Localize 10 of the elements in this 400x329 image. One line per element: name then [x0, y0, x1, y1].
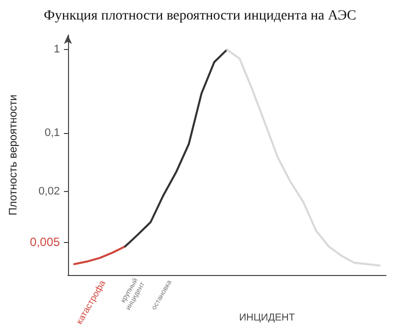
- line-series: [124, 48, 228, 248]
- y-tick-label: 0,1: [44, 127, 60, 140]
- line-series: [73, 245, 126, 266]
- line-series: [226, 48, 381, 266]
- chart-title: Функция плотности вероятности инцидента на АЭС: [44, 8, 356, 24]
- y-tick-label: 0,005: [30, 234, 60, 249]
- y-tick-label: 1: [54, 44, 60, 56]
- y-axis-title: Плотность вероятности: [8, 94, 20, 216]
- x-axis-title: ИНЦИДЕНТ: [239, 312, 295, 324]
- y-tick-label: 0,02: [38, 186, 60, 198]
